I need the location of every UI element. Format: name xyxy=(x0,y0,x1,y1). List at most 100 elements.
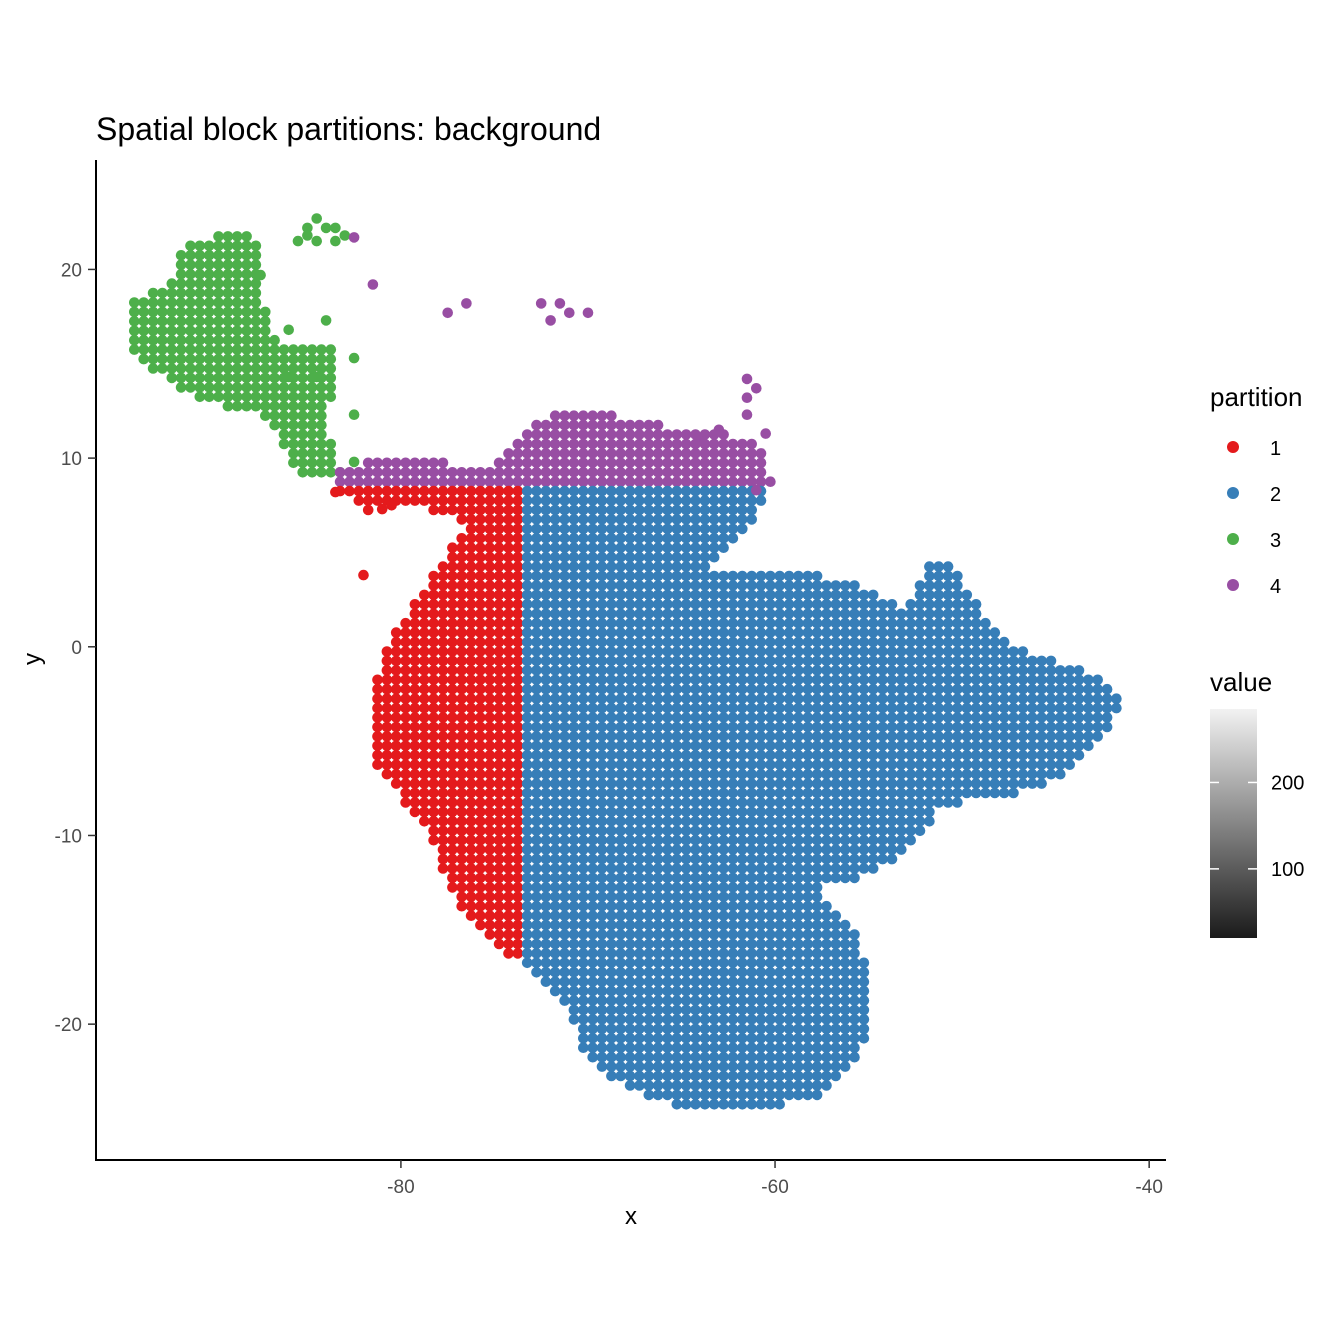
point-partition-2 xyxy=(596,683,608,695)
point-partition-2 xyxy=(662,976,673,987)
point-partition-2 xyxy=(961,721,973,733)
point-partition-2 xyxy=(662,589,673,601)
point-partition-2 xyxy=(652,910,664,921)
point-partition-2 xyxy=(998,683,1010,695)
point-partition-2 xyxy=(867,778,879,789)
point-partition-3 xyxy=(241,240,252,252)
point-partition-2 xyxy=(596,938,608,950)
point-partition-2 xyxy=(830,617,842,629)
point-partition-4 xyxy=(624,419,636,431)
point-partition-4 xyxy=(737,467,748,478)
point-partition-2 xyxy=(699,523,711,535)
point-partition-2 xyxy=(615,1004,626,1016)
point-partition-2 xyxy=(596,834,608,846)
point-partition-2 xyxy=(793,674,804,686)
point-partition-3 xyxy=(203,240,215,252)
point-partition-2 xyxy=(624,740,636,752)
point-partition-1 xyxy=(447,636,458,648)
point-partition-2 xyxy=(615,768,626,780)
point-partition-2 xyxy=(961,702,973,714)
point-partition-2 xyxy=(811,900,823,912)
point-partition-2 xyxy=(849,853,860,865)
point-partition-4 xyxy=(540,448,552,459)
point-partition-2 xyxy=(914,721,926,733)
point-partition-2 xyxy=(662,1051,673,1063)
point-partition-2 xyxy=(727,825,739,837)
point-partition-2 xyxy=(690,797,701,808)
point-partition-2 xyxy=(708,863,720,874)
point-partition-2 xyxy=(643,693,655,704)
point-partition-2 xyxy=(727,665,739,676)
point-partition-2 xyxy=(634,674,645,686)
point-partition-2 xyxy=(718,948,729,959)
point-partition-2 xyxy=(578,778,589,789)
point-partition-2 xyxy=(624,844,636,855)
point-partition-2 xyxy=(540,495,552,506)
point-partition-2 xyxy=(587,938,598,950)
point-partition-1 xyxy=(475,778,486,789)
point-partition-2 xyxy=(578,768,589,780)
point-partition-2 xyxy=(634,533,645,544)
point-partition-1 xyxy=(484,495,496,506)
point-partition-2 xyxy=(540,693,552,704)
point-partition-1 xyxy=(465,665,477,676)
point-partition-2 xyxy=(540,551,552,563)
point-partition-1 xyxy=(428,797,439,808)
point-partition-2 xyxy=(989,693,1001,704)
point-partition-2 xyxy=(690,1042,701,1053)
point-partition-3 xyxy=(250,325,262,337)
point-partition-2 xyxy=(802,570,814,582)
point-partition-2 xyxy=(755,636,767,648)
point-partition-2 xyxy=(1017,702,1029,714)
point-partition-2 xyxy=(849,589,860,601)
point-partition-2 xyxy=(802,957,814,969)
point-partition-2 xyxy=(839,1033,851,1044)
point-partition-2 xyxy=(568,514,580,525)
point-partition-2 xyxy=(596,976,608,987)
point-partition-2 xyxy=(793,731,804,742)
point-partition-2 xyxy=(746,1080,757,1091)
point-partition-2 xyxy=(615,863,626,874)
point-partition-3 xyxy=(129,344,140,355)
point-partition-2 xyxy=(643,1014,655,1025)
point-partition-2 xyxy=(774,646,785,657)
point-partition-3 xyxy=(185,297,196,308)
point-partition-2 xyxy=(549,636,561,648)
point-partition-2 xyxy=(839,731,851,742)
point-partition-2 xyxy=(718,1070,729,1082)
point-partition-2 xyxy=(652,1023,664,1035)
point-partition-1 xyxy=(475,872,486,884)
point-partition-3 xyxy=(175,250,187,261)
point-partition-1 xyxy=(428,495,439,506)
point-partition-2 xyxy=(652,589,664,601)
point-partition-2 xyxy=(568,721,580,733)
point-partition-2 xyxy=(624,1051,636,1063)
point-partition-1 xyxy=(493,485,505,497)
point-partition-2 xyxy=(671,863,683,874)
point-partition-2 xyxy=(755,721,767,733)
point-partition-1 xyxy=(512,778,524,789)
point-partition-2 xyxy=(924,580,935,591)
point-partition-2 xyxy=(1092,693,1103,704)
point-partition-4 xyxy=(578,476,589,488)
point-partition-2 xyxy=(1073,665,1085,676)
point-partition-2 xyxy=(849,1033,860,1044)
point-partition-4 xyxy=(587,429,598,440)
point-partition-3 xyxy=(175,287,187,299)
point-partition-2 xyxy=(708,853,720,865)
point-partition-1 xyxy=(409,806,421,818)
point-partition-2 xyxy=(708,882,720,893)
point-partition-2 xyxy=(521,674,533,686)
point-partition-2 xyxy=(933,750,944,761)
point-partition-2 xyxy=(559,816,570,827)
point-partition-2 xyxy=(634,665,645,676)
point-partition-1 xyxy=(400,665,411,676)
point-partition-1 xyxy=(465,599,477,610)
point-partition-2 xyxy=(830,750,842,761)
point-partition-2 xyxy=(634,787,645,799)
point-partition-2 xyxy=(634,580,645,591)
point-partition-4 xyxy=(606,476,617,488)
point-partition-2 xyxy=(680,636,692,648)
point-partition-2 xyxy=(680,787,692,799)
point-partition-2 xyxy=(606,580,617,591)
